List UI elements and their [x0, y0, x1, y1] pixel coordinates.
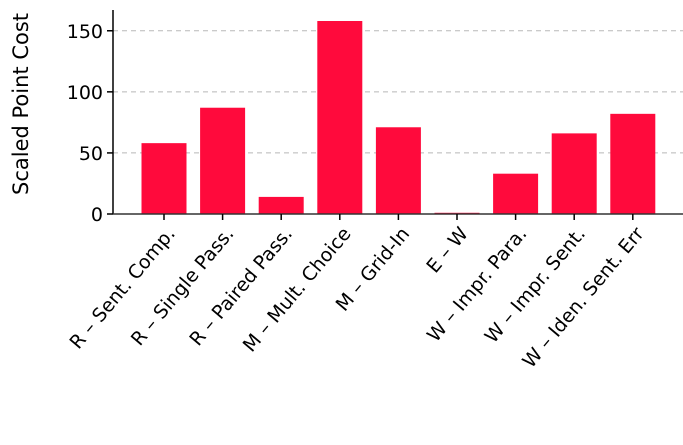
x-tick-label: R – Single Pass. — [127, 223, 239, 350]
x-tick-label: M – Mult. Choice — [239, 223, 356, 356]
y-tick-label: 150 — [67, 21, 103, 43]
x-tick-label: R – Sent. Comp. — [66, 223, 180, 353]
y-tick-label: 0 — [91, 204, 103, 226]
bar — [200, 107, 246, 214]
x-tick-label: R – Paired Pass. — [185, 223, 297, 350]
x-tick-label: E – W — [422, 223, 473, 277]
bar — [317, 20, 363, 214]
y-axis-title: Scaled Point Cost — [9, 13, 33, 195]
y-tick-label: 100 — [67, 82, 103, 104]
bar — [551, 133, 597, 214]
x-ticks: R – Sent. Comp.R – Single Pass.R – Paire… — [66, 214, 649, 372]
bars — [141, 20, 656, 214]
bar — [258, 196, 304, 214]
bar — [610, 113, 656, 214]
bar — [493, 173, 539, 214]
bar — [141, 143, 187, 214]
y-tick-label: 50 — [79, 143, 103, 165]
bar — [375, 127, 421, 214]
x-tick-label: W – Impr. Sent. — [481, 223, 590, 347]
y-ticks: 0 50 100 150 — [67, 21, 113, 226]
